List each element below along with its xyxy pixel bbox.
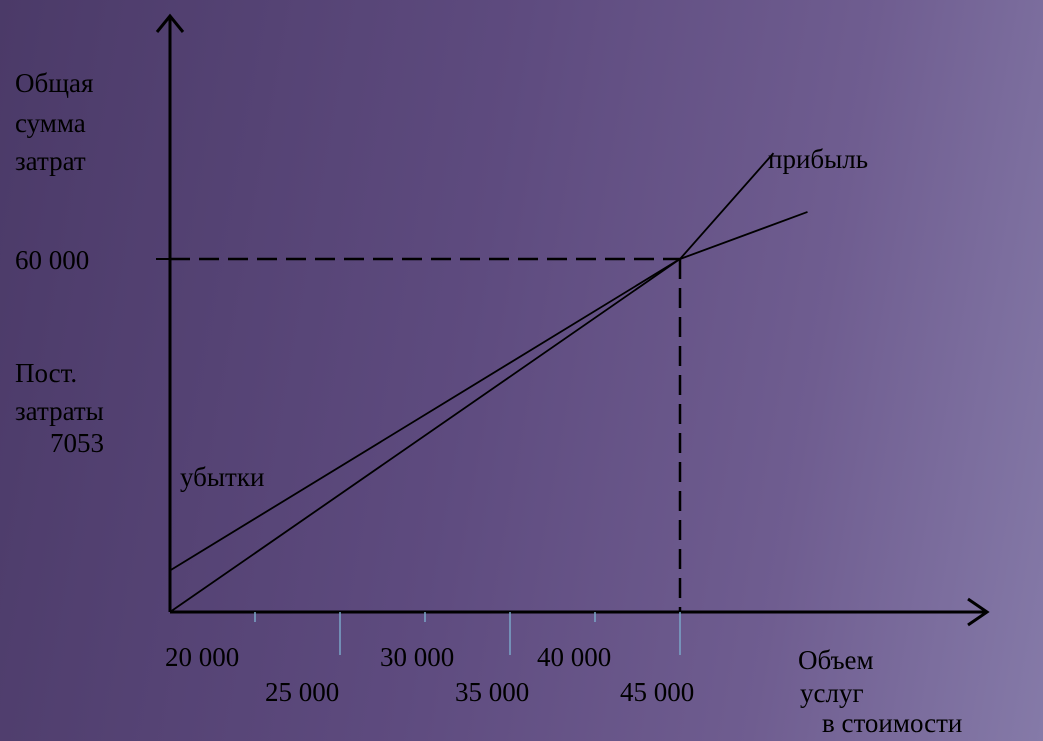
revenue-line [169, 152, 775, 613]
x-axis-label-line-2: услуг [800, 678, 864, 708]
x-tick-label-35000: 35 000 [455, 677, 530, 707]
y-axis-label-line-3: затрат [15, 146, 86, 176]
y-axis-label-line-2: сумма [15, 108, 86, 138]
fixed-costs-value-label: 7053 [50, 428, 104, 458]
total-cost-line [169, 211, 808, 572]
x-tick-label-25000: 25 000 [265, 677, 340, 707]
fixed-costs-label-line-1: Пост. [15, 358, 78, 388]
x-axis-label-line-3: в стоимости [822, 708, 963, 738]
x-tick-label-30000: 30 000 [380, 642, 455, 672]
y-axis-label-line-1: Общая [15, 68, 94, 98]
x-tick-label-45000: 45 000 [620, 677, 695, 707]
x-axis-arrowhead [967, 597, 990, 627]
x-tick-label-40000: 40 000 [537, 642, 612, 672]
loss-annotation: убытки [180, 462, 265, 492]
x-axis-label-line-1: Объем [798, 645, 874, 675]
fixed-costs-label-line-2: затраты [15, 396, 104, 426]
y-tick-label-60000: 60 000 [15, 245, 90, 275]
x-tick-label-20000: 20 000 [165, 642, 240, 672]
y-axis-arrowhead [155, 13, 185, 33]
profit-annotation: прибыль [768, 144, 869, 174]
